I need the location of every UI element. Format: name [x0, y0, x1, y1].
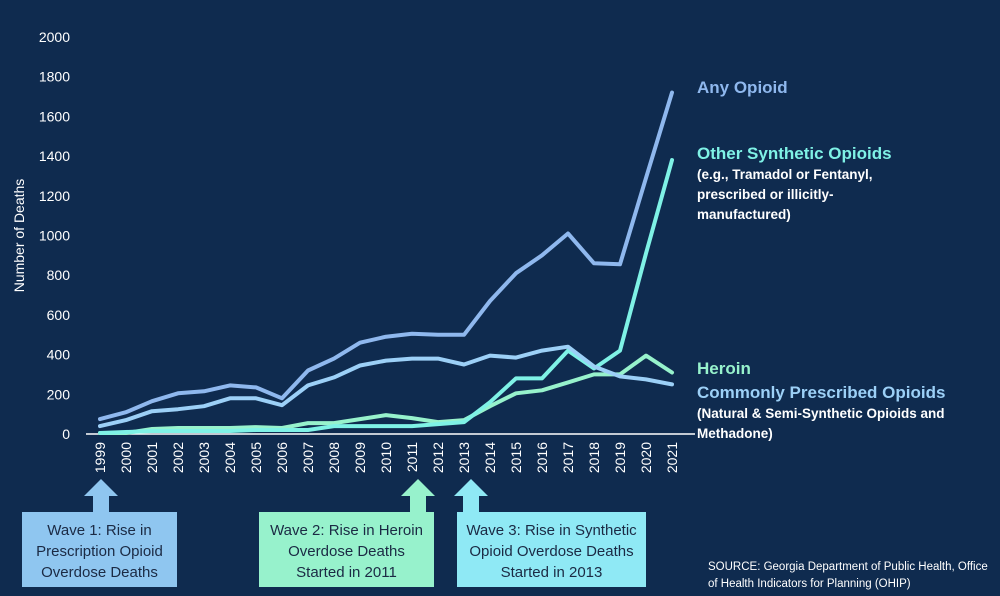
wave-2-arrow	[401, 479, 435, 512]
source-line1: SOURCE: Georgia Department of Public Hea…	[708, 561, 988, 573]
x-tick-label: 2019	[612, 442, 628, 473]
wave-2-line1: Wave 2: Rise in Heroin	[270, 522, 423, 539]
source-note: SOURCE: Georgia Department of Public Hea…	[708, 559, 998, 593]
wave-1-line2: Prescription Opioid	[36, 543, 163, 560]
wave-1-arrow	[84, 479, 118, 512]
wave-1-line1: Wave 1: Rise in	[47, 522, 152, 539]
x-tick-label: 2010	[378, 442, 394, 473]
wave-2-line3: Started in 2011	[296, 564, 397, 581]
label-prescribed: Commonly Prescribed Opioids	[697, 383, 946, 402]
y-tick-label: 200	[47, 386, 71, 402]
y-axis-label: Number of Deaths	[11, 179, 27, 293]
wave-2-box: Wave 2: Rise in Heroin Overdose Deaths S…	[259, 512, 434, 587]
x-tick-label: 2012	[430, 442, 446, 473]
series-line-heroin	[98, 353, 674, 435]
x-tick-label: 2014	[482, 442, 498, 473]
series-line-any-opioid	[98, 90, 674, 422]
y-tick-label: 600	[47, 307, 71, 323]
y-tick-label: 1200	[39, 188, 70, 204]
x-tick-label: 2015	[508, 442, 524, 473]
x-tick-label: 2011	[404, 442, 420, 472]
label-other-synthetic-sub3: manufactured)	[697, 207, 791, 222]
wave-1-box: Wave 1: Rise in Prescription Opioid Over…	[22, 512, 177, 587]
series-line-other-synthetic-opioids	[98, 158, 674, 435]
x-tick-label: 2009	[352, 442, 368, 473]
label-other-synthetic-sub2: prescribed or illicitly-	[697, 187, 834, 202]
x-tick-label: 2008	[326, 442, 342, 473]
wave-1-line3: Overdose Deaths	[41, 564, 158, 581]
wave-3-line3: Started in 2013	[500, 564, 603, 581]
source-line2: of Health Indicators for Planning (OHIP)	[708, 578, 911, 590]
y-tick-label: 800	[47, 267, 71, 283]
x-tick-label: 2002	[170, 442, 186, 473]
series-line-commonly-prescribed-opioids	[98, 344, 674, 429]
x-tick-label: 2003	[196, 442, 212, 473]
y-tick-label: 1800	[39, 69, 70, 85]
wave-3-arrow	[454, 479, 488, 512]
x-tick-label: 2021	[664, 442, 680, 473]
x-tick-label: 2005	[248, 442, 264, 473]
y-tick-label: 1600	[39, 108, 70, 124]
x-tick-label: 2016	[534, 442, 550, 473]
x-tick-label: 1999	[92, 442, 108, 473]
x-tick-label: 2006	[274, 442, 290, 473]
y-tick-label: 400	[47, 347, 71, 363]
label-heroin: Heroin	[697, 359, 751, 378]
label-any-opioid: Any Opioid	[697, 78, 788, 97]
x-tick-label: 2020	[638, 442, 654, 473]
label-prescribed-sub2: Methadone)	[697, 426, 773, 441]
wave-2-line2: Overdose Deaths	[288, 543, 405, 560]
wave-3-line1: Wave 3: Rise in Synthetic	[466, 522, 637, 539]
x-tick-label: 2017	[560, 442, 576, 473]
y-tick-label: 2000	[39, 29, 70, 45]
x-tick-label: 2004	[222, 442, 238, 473]
wave-3-box: Wave 3: Rise in Synthetic Opioid Overdos…	[457, 512, 646, 587]
x-tick-label: 2013	[456, 442, 472, 473]
x-tick-label: 2018	[586, 442, 602, 473]
label-prescribed-sub1: (Natural & Semi-Synthetic Opioids and	[697, 406, 945, 421]
label-other-synthetic: Other Synthetic Opioids	[697, 144, 892, 163]
x-tick-label: 2000	[118, 442, 134, 473]
y-tick-label: 1400	[39, 148, 70, 164]
label-other-synthetic-sub1: (e.g., Tramadol or Fentanyl,	[697, 167, 873, 182]
x-tick-label: 2007	[300, 442, 316, 473]
y-tick-label: 1000	[39, 228, 70, 244]
x-tick-label: 2001	[144, 442, 160, 473]
wave-3-line2: Opioid Overdose Deaths	[469, 543, 634, 560]
y-tick-label: 0	[62, 426, 70, 442]
